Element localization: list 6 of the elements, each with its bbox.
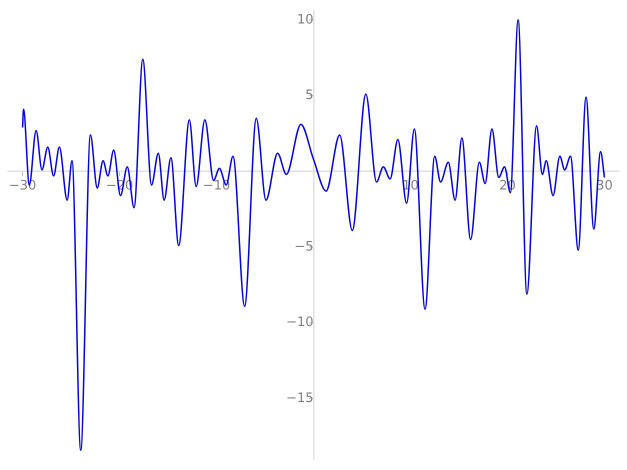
y-tick-label: 5 [305, 88, 314, 104]
y-tick-label: −10 [286, 315, 314, 330]
y-tick-label: −5 [294, 239, 314, 254]
x-tick-label: 30 [596, 178, 613, 194]
y-tick-label: 10 [296, 12, 314, 28]
y-tick-label: −15 [286, 390, 314, 406]
